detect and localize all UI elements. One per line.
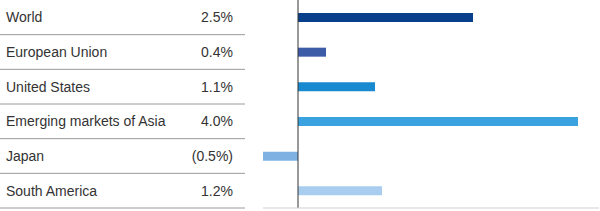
svg-text:Japan: Japan — [8, 148, 44, 164]
svg-text:1.1%: 1.1% — [201, 79, 233, 95]
svg-text:4.0%: 4.0% — [201, 113, 233, 129]
svg-text:South America: South America — [8, 183, 97, 199]
svg-text:United States: United States — [8, 79, 90, 95]
svg-text:World: World — [8, 9, 42, 25]
svg-text:0.4%: 0.4% — [201, 44, 233, 60]
svg-text:European Union: European Union — [8, 44, 107, 60]
svg-text:2.5%: 2.5% — [201, 9, 233, 25]
svg-text:1.2%: 1.2% — [201, 183, 233, 199]
svg-text:Emerging markets of Asia: Emerging markets of Asia — [8, 113, 166, 129]
svg-text:(0.5%): (0.5%) — [192, 148, 233, 164]
